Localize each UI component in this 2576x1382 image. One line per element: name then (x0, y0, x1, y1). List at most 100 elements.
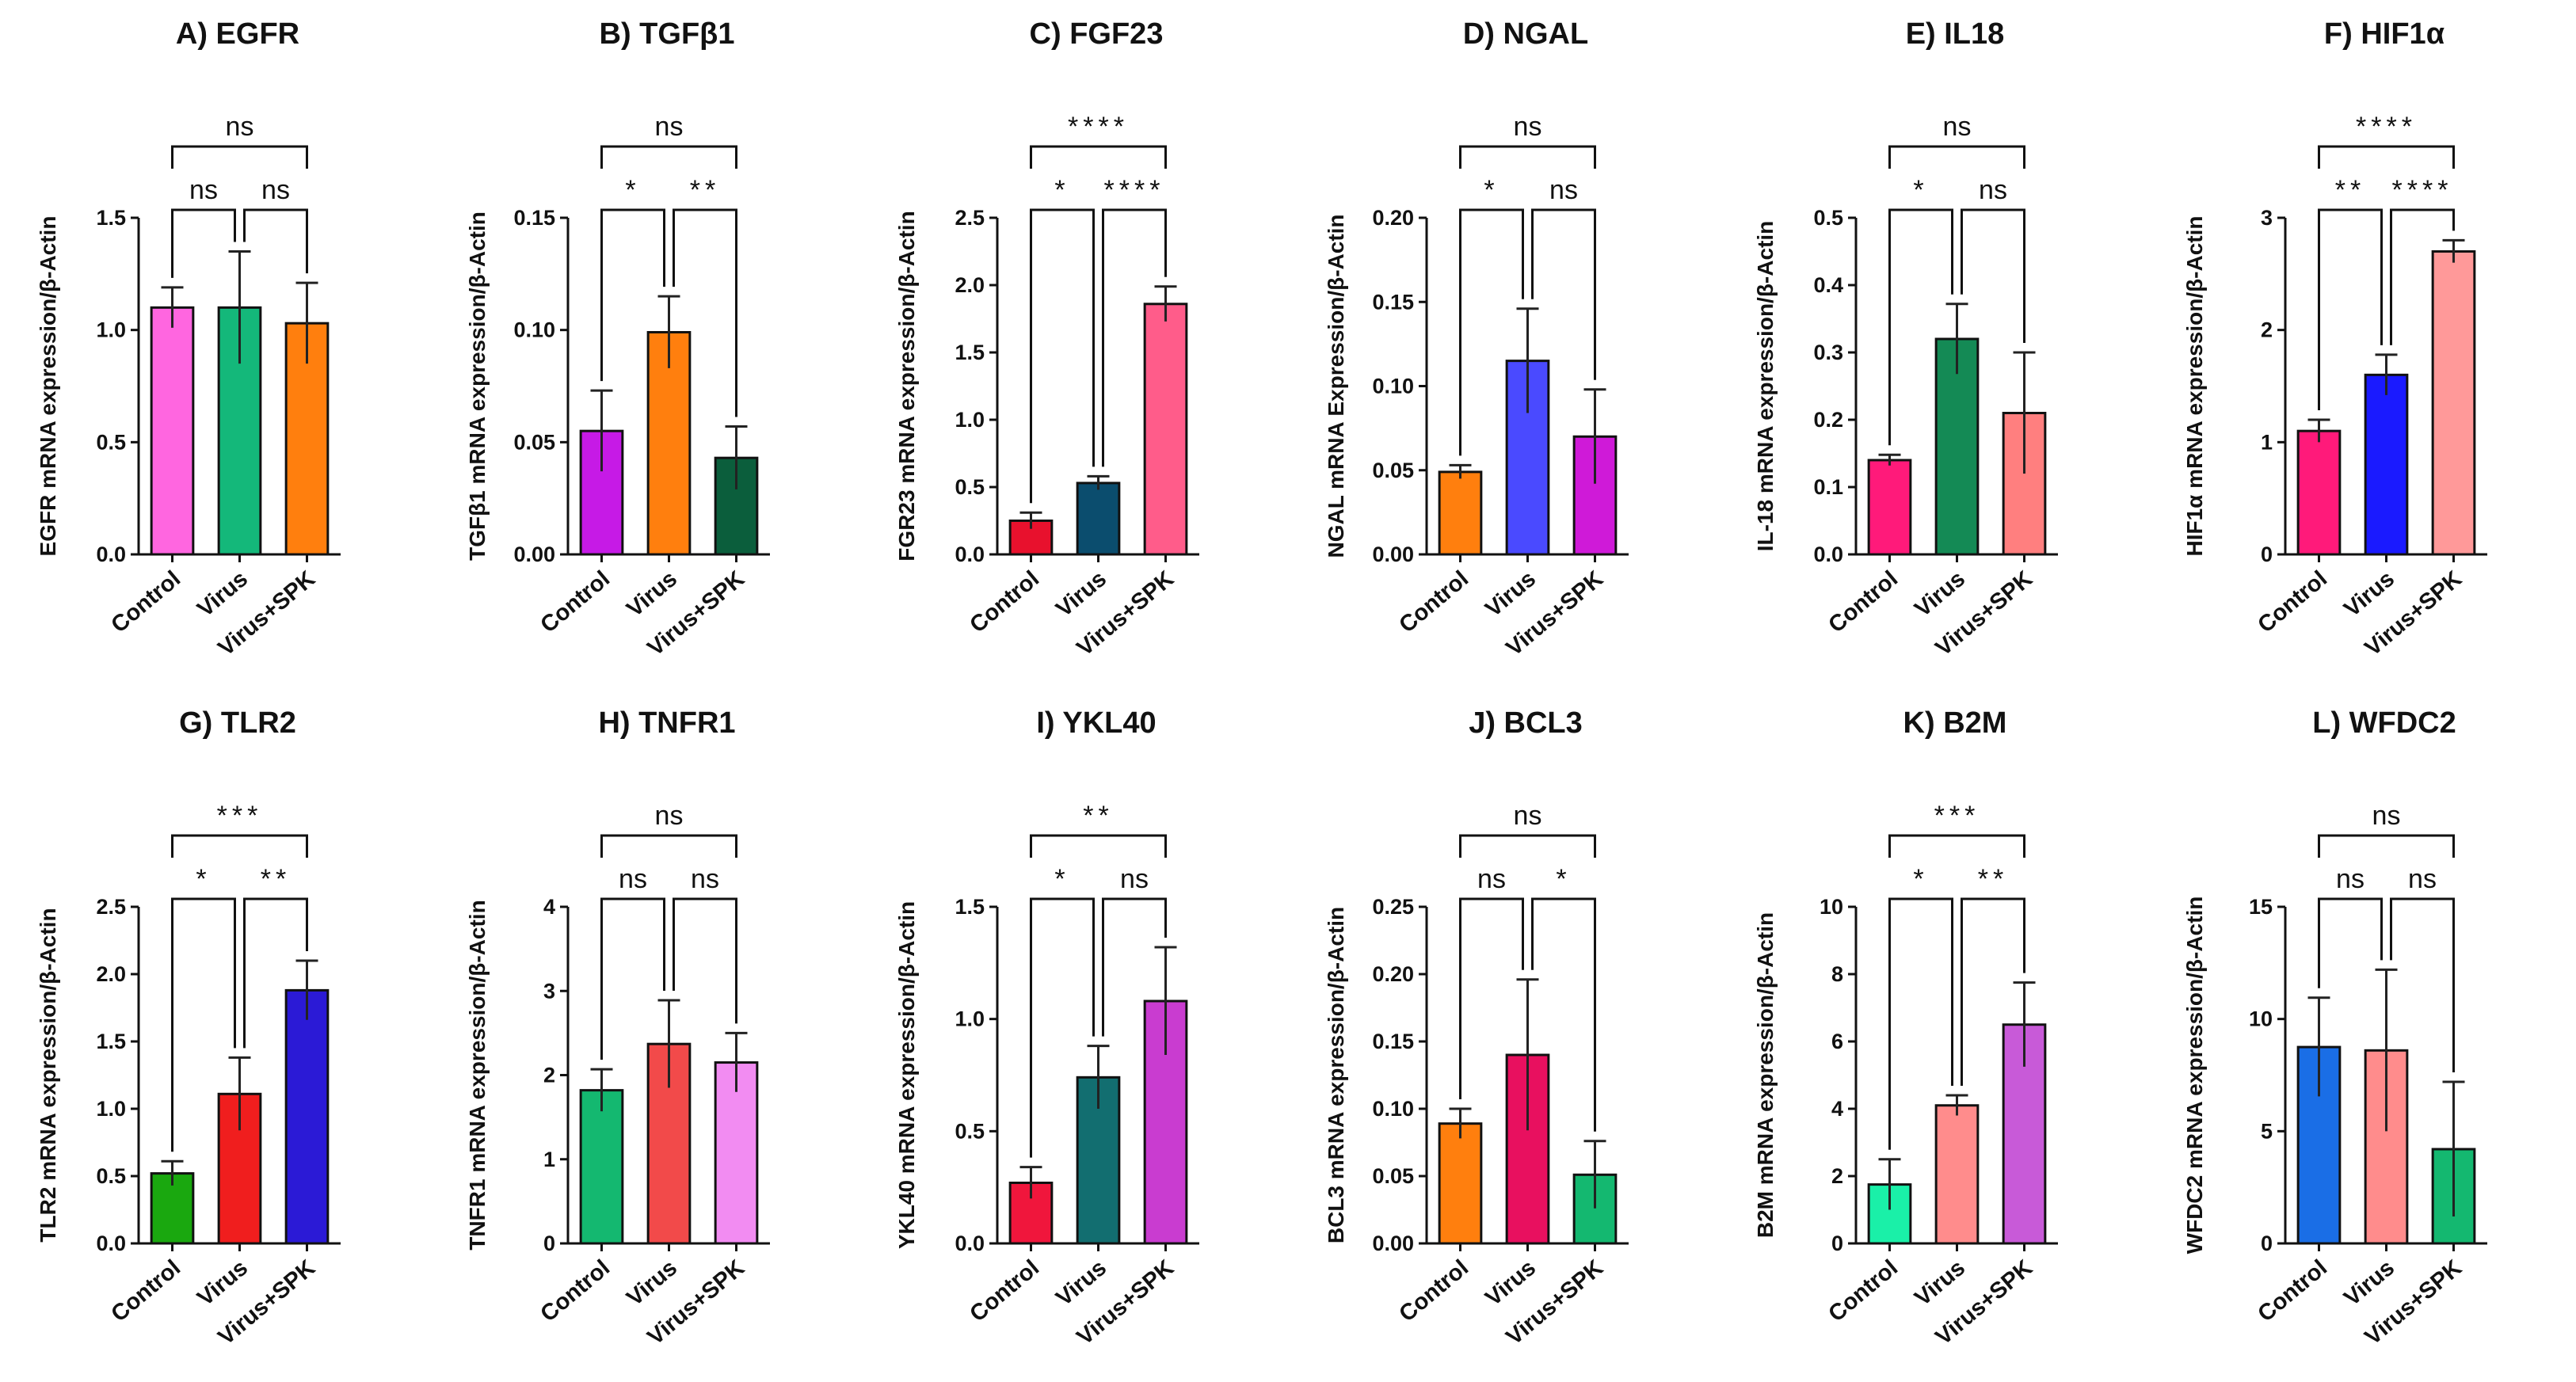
y-tick-label: 0.5 (955, 1119, 985, 1143)
chart-svg: J) BCL3 0.00 0.05 0.10 0.15 0.20 0.25 BCL3 mRNA… (1324, 706, 1629, 1350)
significance-label: ** (690, 175, 720, 205)
significance-label: **** (1104, 175, 1165, 205)
significance-label: * (1556, 864, 1571, 894)
bar (150, 306, 195, 556)
chart-panel: H) TNFR1 0 1 2 3 4 TNFR1 mRNA expression/β-Act… (429, 697, 857, 1378)
significance-label: **** (2356, 112, 2417, 142)
chart-svg: E) IL18 0.0 0.1 0.2 0.3 0.4 0.5 IL-18 mRNA expr… (1753, 17, 2058, 661)
significance-bracket (1459, 145, 1596, 169)
significance-bracket (673, 208, 737, 417)
y-tick-label: 0.00 (513, 543, 555, 566)
y-tick-label: 0 (2261, 543, 2273, 566)
significance-bracket (600, 897, 665, 1060)
y-tick-label: 0.5 (96, 1164, 126, 1188)
y-axis-label: HIF1α mRNA expression/β-Actin (2182, 215, 2207, 556)
significance-bracket (171, 145, 308, 169)
x-tick-label: Control (535, 566, 615, 638)
significance-bracket (600, 145, 737, 169)
chart-title: B) TGFβ1 (600, 17, 735, 51)
y-tick-label: 0.0 (96, 1232, 126, 1255)
significance-label: ** (1978, 864, 2008, 894)
y-tick-label: 1.0 (96, 318, 126, 342)
y-tick-label: 0.20 (1372, 962, 1414, 986)
x-tick-label: Control (1823, 1255, 1903, 1327)
significance-label: * (1054, 864, 1069, 894)
significance-label: ns (655, 801, 684, 831)
y-axis-label: B2M mRNA expression/β-Actin (1753, 912, 1778, 1238)
significance-label: ns (1943, 112, 1972, 142)
y-axis-label: FGR23 mRNA expression/β-Actin (894, 211, 919, 561)
x-tick-label: Virus (622, 1255, 682, 1312)
x-tick-label: Control (2253, 1255, 2332, 1327)
x-tick-label: Virus (1051, 1255, 1111, 1312)
significance-bracket (171, 834, 308, 858)
y-axis-label: TLR2 mRNA expression/β-Actin (36, 908, 60, 1242)
y-tick-label: 0.2 (1813, 408, 1843, 432)
y-tick-label: 0.15 (1372, 1030, 1414, 1053)
significance-bracket (1459, 208, 1524, 456)
y-tick-label: 2 (2261, 318, 2273, 342)
bar (579, 1089, 624, 1245)
chart-panel: K) B2M 0 2 4 6 8 10 B2M mRNA expression/β-Actin… (1717, 697, 2145, 1378)
y-tick-label: 4 (1831, 1097, 1843, 1121)
chart-title: C) FGF23 (1030, 17, 1164, 51)
significance-bracket (1531, 208, 1596, 380)
significance-bracket (1459, 834, 1596, 858)
y-tick-label: 2 (543, 1064, 555, 1087)
chart-panel: A) EGFR 0.0 0.5 1.0 1.5 EGFR mRNA expression/… (0, 8, 428, 689)
significance-bracket (2318, 834, 2455, 858)
bar (1934, 1104, 1980, 1245)
significance-bracket (1961, 208, 2025, 343)
x-tick-label: Virus (622, 566, 682, 622)
chart-panel: L) WFDC2 0 5 10 15 WFDC2 mRNA expression/β-Ac… (2147, 697, 2574, 1378)
significance-bracket (1888, 834, 2025, 858)
y-axis-label: IL-18 mRNA expression/β-Actin (1753, 221, 1778, 551)
y-tick-label: 0.00 (1372, 543, 1414, 566)
significance-label: ns (2408, 864, 2437, 894)
chart-svg: C) FGF23 0.0 0.5 1.0 1.5 2.0 2.5 FGR23 mRNA exp… (894, 17, 1199, 661)
y-tick-label: 0 (1831, 1232, 1843, 1255)
significance-bracket (1888, 208, 1953, 446)
y-tick-label: 2 (1831, 1164, 1843, 1188)
y-tick-label: 1.5 (96, 206, 126, 230)
chart-title: E) IL18 (1906, 17, 2005, 51)
x-tick-label: Control (106, 1255, 185, 1327)
significance-bracket (2318, 145, 2455, 169)
y-tick-label: 0.3 (1813, 341, 1843, 364)
chart-title: D) NGAL (1463, 17, 1588, 51)
significance-bracket (600, 208, 665, 382)
y-tick-label: 10 (1820, 895, 1843, 919)
significance-label: * (1913, 175, 1928, 205)
bar (1076, 482, 1121, 556)
bar (646, 331, 692, 556)
chart-title: L) WFDC2 (2312, 706, 2456, 740)
bar (2296, 429, 2342, 556)
chart-title: J) BCL3 (1469, 706, 1583, 740)
significance-bracket (243, 208, 308, 274)
significance-bracket (1961, 897, 2025, 1086)
y-tick-label: 2.0 (96, 962, 126, 986)
x-tick-label: Virus (1910, 1255, 1970, 1312)
x-tick-label: Virus (1910, 566, 1970, 622)
x-tick-label: Virus (2339, 566, 2399, 622)
bar (1438, 1122, 1483, 1245)
chart-title: F) HIF1α (2324, 17, 2445, 51)
chart-svg: H) TNFR1 0 1 2 3 4 TNFR1 mRNA expression/β-Act… (465, 706, 770, 1350)
significance-bracket (1030, 834, 1167, 858)
significance-label: * (1913, 864, 1928, 894)
significance-label: *** (1934, 801, 1980, 831)
chart-panel: I) YKL40 0.0 0.5 1.0 1.5 YKL40 mRNA expressio… (859, 697, 1286, 1378)
y-tick-label: 0.00 (1372, 1232, 1414, 1255)
y-tick-label: 1.0 (955, 408, 985, 432)
significance-label: * (196, 864, 211, 894)
y-tick-label: 2.0 (955, 273, 985, 297)
y-tick-label: 0.0 (955, 543, 985, 566)
x-tick-label: Control (1394, 1255, 1473, 1327)
significance-label: **** (1068, 112, 1129, 142)
y-tick-label: 5 (2261, 1119, 2273, 1143)
y-tick-label: 2.5 (96, 895, 126, 919)
significance-label: ns (2336, 864, 2365, 894)
y-tick-label: 0.10 (1372, 1097, 1414, 1121)
bar (2431, 250, 2476, 556)
